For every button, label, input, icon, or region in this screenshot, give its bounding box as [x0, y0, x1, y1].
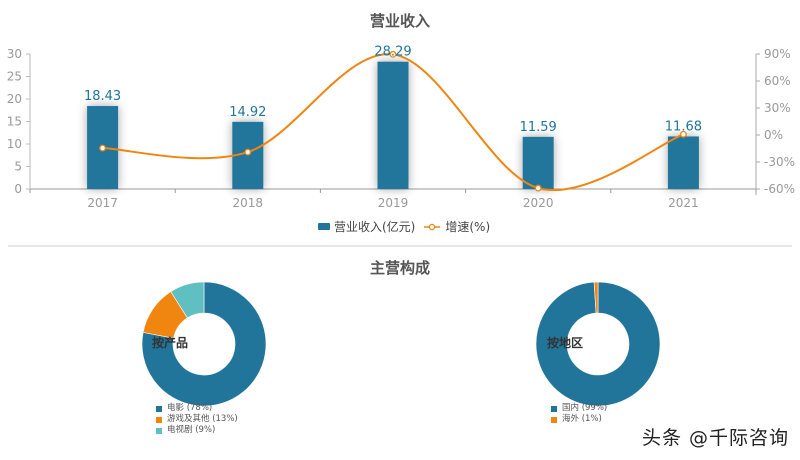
svg-text:-60%: -60%: [764, 182, 795, 196]
legend-item-film: 电影 (78%): [156, 403, 238, 414]
games-label: 游戏及其他 (13%): [167, 414, 238, 424]
composition-title: 主营构成: [369, 259, 430, 277]
product-pie-center-label: 按产品: [152, 336, 189, 350]
revenue-bar-2021: [667, 136, 699, 189]
svg-text:5: 5: [14, 160, 22, 174]
tv-swatch: [156, 427, 162, 434]
legend-revenue-label: 营业收入(亿元): [334, 220, 416, 234]
revenue-bar-2019: [377, 61, 409, 189]
product-pie-legend: 电影 (78%) 游戏及其他 (13%) 电视剧 (9%): [156, 403, 238, 436]
games-swatch: [156, 416, 162, 423]
legend-growth-label: 增速(%): [445, 220, 491, 234]
domestic-swatch: [551, 405, 557, 412]
donut-slice-2: [170, 281, 205, 319]
revenue-chart-legend: 营业收入(亿元) 增速(%): [318, 218, 490, 235]
donut-slice-0: [535, 281, 661, 407]
legend-bar-swatch: [318, 223, 330, 230]
legend-line-swatch-icon: [424, 223, 441, 230]
svg-text:15: 15: [7, 115, 22, 129]
svg-text:30: 30: [7, 47, 22, 61]
section-divider: [8, 245, 792, 247]
svg-text:11.68: 11.68: [665, 119, 702, 134]
svg-text:2020: 2020: [523, 196, 554, 210]
svg-text:2018: 2018: [233, 196, 264, 210]
svg-text:25: 25: [7, 70, 22, 84]
svg-text:20: 20: [7, 92, 22, 106]
donut-slice-1: [593, 281, 599, 314]
svg-text:18.43: 18.43: [84, 89, 121, 104]
legend-item-overseas: 海外 (1%): [551, 414, 607, 425]
tv-label: 电视剧 (9%): [167, 425, 216, 435]
svg-text:10: 10: [7, 137, 22, 151]
product-donut-chart: [141, 281, 267, 407]
svg-text:-30%: -30%: [764, 155, 795, 169]
legend-item-domestic: 国内 (99%): [551, 403, 607, 414]
watermark: 头条 @千际咨询: [642, 427, 790, 449]
svg-text:2021: 2021: [668, 196, 699, 210]
svg-text:0%: 0%: [764, 128, 783, 142]
svg-text:0: 0: [14, 182, 22, 196]
svg-text:11.59: 11.59: [520, 120, 557, 135]
region-pie-legend: 国内 (99%) 海外 (1%): [551, 403, 607, 425]
svg-text:30%: 30%: [764, 101, 791, 115]
svg-text:28.29: 28.29: [374, 45, 411, 60]
overseas-swatch: [551, 416, 557, 423]
svg-text:90%: 90%: [764, 47, 791, 61]
svg-text:14.92: 14.92: [229, 105, 266, 120]
film-swatch: [156, 405, 162, 412]
legend-item-games: 游戏及其他 (13%): [156, 414, 238, 425]
donut-slice-0: [141, 281, 267, 407]
revenue-bars: [87, 61, 699, 189]
bar-value-labels: 18.43 14.92 28.29 11.59 11.68: [84, 45, 702, 135]
revenue-bar-2020: [522, 136, 554, 189]
svg-text:60%: 60%: [764, 74, 791, 88]
svg-text:2019: 2019: [378, 196, 409, 210]
svg-text:2017: 2017: [87, 196, 118, 210]
legend-item-tv: 电视剧 (9%): [156, 425, 238, 436]
domestic-label: 国内 (99%): [562, 403, 608, 413]
region-pie-center-label: 按地区: [547, 336, 584, 350]
film-label: 电影 (78%): [167, 403, 213, 413]
growth-line: [99, 50, 687, 192]
region-donut-chart: [535, 281, 661, 407]
chart-axes: 0 5 10 15 20 25 30 -60% -30% 0% 30% 60% 90% 2017 2018 2…: [7, 47, 795, 210]
revenue-chart-title: 营业收入: [369, 12, 430, 30]
revenue-combo-chart: 0 5 10 15 20 25 30 -60% -30% 0% 30% 60% 90% 2017 2018 2…: [7, 45, 795, 210]
overseas-label: 海外 (1%): [562, 414, 602, 424]
